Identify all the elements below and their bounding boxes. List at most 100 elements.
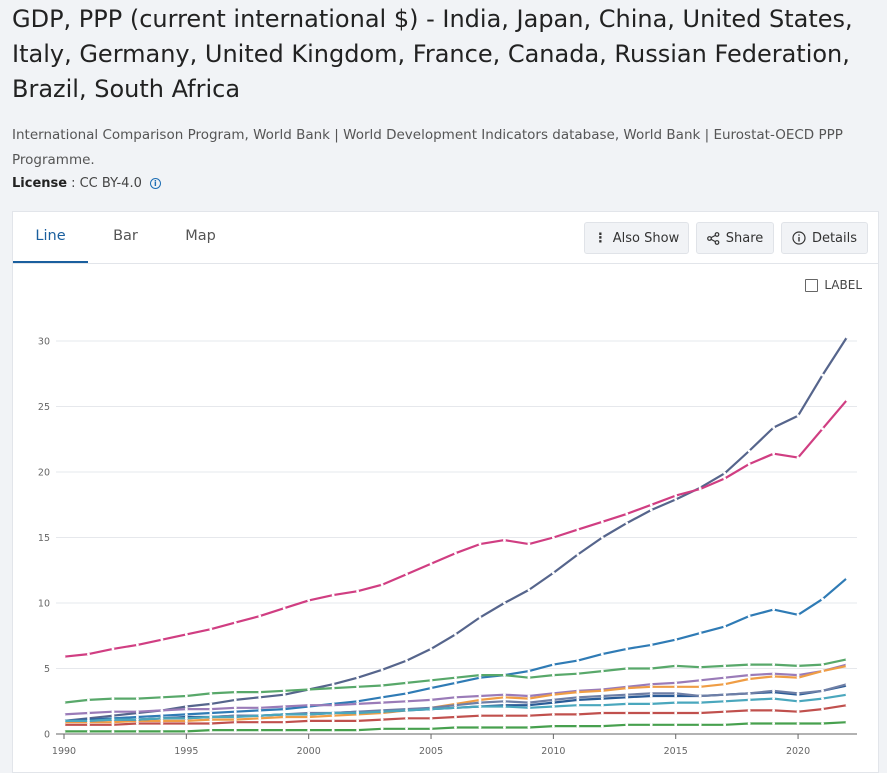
- data-point: [356, 710, 360, 714]
- data-point: [62, 719, 66, 723]
- data-point: [429, 647, 433, 651]
- data-point: [698, 487, 702, 491]
- data-point: [478, 705, 482, 708]
- data-point: [674, 494, 678, 497]
- data-point: [282, 707, 286, 711]
- data-point: [674, 664, 678, 668]
- details-button[interactable]: Details: [781, 222, 868, 254]
- label-checkbox[interactable]: [805, 278, 819, 292]
- data-point: [258, 720, 262, 724]
- data-point: [796, 613, 800, 617]
- data-point: [551, 571, 555, 575]
- data-point: [674, 711, 678, 715]
- data-point: [845, 684, 849, 687]
- data-point: [62, 719, 66, 723]
- data-point: [649, 694, 653, 698]
- data-point: [649, 508, 653, 512]
- data-point: [527, 676, 531, 680]
- data-point: [184, 712, 188, 716]
- page-title: GDP, PPP (current international $) - Ind…: [12, 5, 853, 103]
- data-point: [429, 686, 433, 690]
- data-point: [576, 712, 580, 716]
- data-point: [307, 688, 311, 691]
- data-point: [698, 665, 702, 669]
- data-point: [845, 664, 849, 668]
- data-point: [380, 684, 384, 687]
- data-point: [527, 703, 531, 707]
- also-show-button[interactable]: ⋮ Also Show: [584, 222, 689, 254]
- data-point: [209, 715, 213, 719]
- data-point: [160, 695, 164, 699]
- data-point: [527, 697, 531, 701]
- data-point: [796, 693, 800, 697]
- data-point: [356, 728, 360, 732]
- data-point: [209, 718, 213, 721]
- data-point: [747, 709, 751, 712]
- data-point: [576, 553, 580, 556]
- data-point: [209, 702, 213, 706]
- data-point: [845, 663, 849, 666]
- x-tick-label: 1995: [174, 746, 198, 757]
- data-point: [356, 712, 360, 716]
- data-point: [209, 715, 213, 719]
- data-point: [258, 706, 262, 710]
- data-point: [380, 701, 384, 704]
- data-point: [331, 714, 335, 718]
- data-point: [87, 716, 90, 720]
- data-point: [282, 705, 286, 708]
- data-point: [747, 462, 751, 466]
- data-point: [527, 694, 531, 698]
- data-point: [478, 616, 482, 619]
- share-icon: [706, 231, 720, 245]
- data-point: [356, 685, 360, 689]
- data-point: [454, 702, 457, 706]
- data-point: [380, 718, 384, 721]
- tab-map[interactable]: Map: [185, 228, 216, 244]
- data-point: [429, 562, 433, 566]
- data-point: [772, 709, 775, 712]
- data-point: [551, 693, 555, 697]
- data-point: [87, 723, 90, 727]
- data-point: [821, 669, 824, 673]
- data-point: [600, 711, 604, 715]
- data-point: [503, 705, 506, 708]
- share-button[interactable]: Share: [696, 222, 774, 254]
- data-point: [136, 718, 139, 721]
- data-point: [209, 627, 213, 631]
- data-point: [184, 705, 188, 708]
- info-icon[interactable]: i: [149, 178, 161, 189]
- info-circle-icon: [792, 231, 806, 245]
- y-tick-label: 25: [38, 402, 50, 413]
- data-point: [723, 723, 727, 727]
- data-point: [845, 398, 849, 402]
- data-point: [184, 719, 188, 723]
- data-point: [600, 689, 604, 693]
- label-toggle[interactable]: LABEL: [805, 278, 862, 292]
- tab-line[interactable]: Line: [13, 212, 88, 264]
- data-point: [747, 614, 751, 618]
- data-point: [698, 685, 702, 689]
- data-point: [649, 643, 653, 647]
- data-point: [625, 667, 629, 670]
- y-tick-label: 20: [38, 468, 50, 479]
- data-point: [209, 707, 213, 711]
- data-point: [600, 694, 604, 698]
- data-point: [405, 699, 408, 703]
- data-point: [405, 707, 408, 711]
- tab-bar[interactable]: Bar: [113, 228, 138, 244]
- data-point: [698, 678, 702, 682]
- data-point: [87, 719, 90, 723]
- data-point: [625, 686, 629, 690]
- data-point: [478, 673, 482, 677]
- data-point: [821, 373, 824, 377]
- data-point: [674, 638, 678, 642]
- data-point: [698, 694, 702, 698]
- data-point: [258, 695, 262, 699]
- data-point: [698, 631, 702, 635]
- data-point: [331, 686, 335, 690]
- data-point: [454, 715, 457, 719]
- data-point: [796, 722, 800, 725]
- data-point: [551, 536, 555, 539]
- data-point: [429, 706, 433, 710]
- data-point: [62, 720, 66, 724]
